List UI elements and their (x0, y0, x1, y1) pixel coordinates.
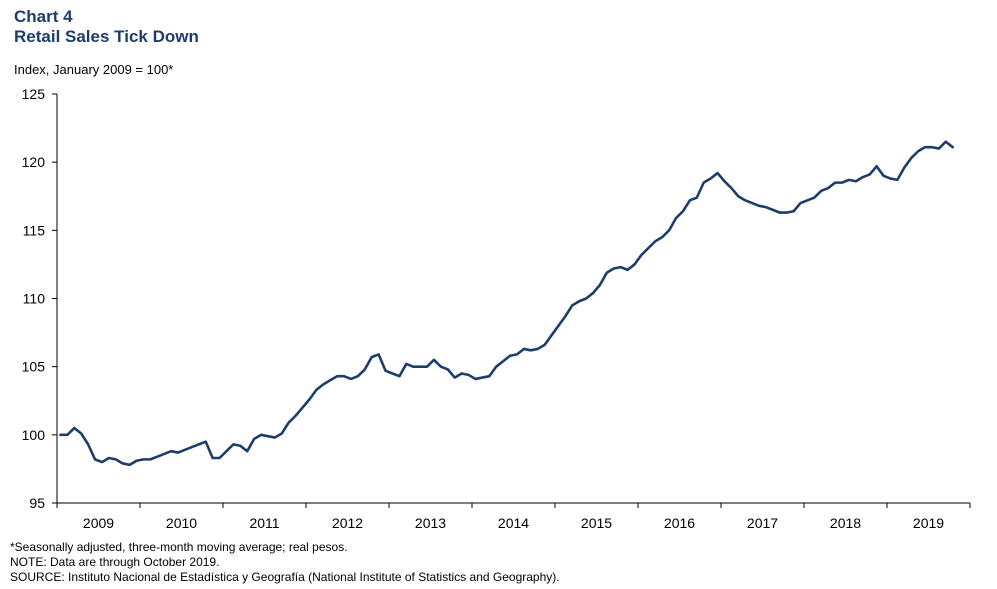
line-chart: 95 100 105 110 115 120 125 2009 2010 2011 2012 201… (22, 86, 971, 531)
y-tick-label: 125 (22, 86, 46, 102)
x-tick-label: 2014 (498, 515, 529, 531)
x-tick-label: 2016 (664, 515, 695, 531)
x-tick-label: 2013 (415, 515, 446, 531)
y-tick-label: 110 (23, 291, 46, 307)
y-axis-label: Index, January 2009 = 100* (14, 62, 174, 77)
y-axis-ticks: 95 100 105 110 115 120 125 (22, 86, 57, 511)
y-tick-label: 95 (29, 495, 45, 511)
y-tick-label: 100 (22, 427, 46, 443)
x-tick-label: 2011 (249, 515, 279, 531)
x-tick-label: 2018 (830, 515, 861, 531)
x-tick-label: 2012 (332, 515, 363, 531)
x-tick-label: 2015 (581, 515, 612, 531)
axes (56, 94, 970, 504)
chart-title: Chart 4 Retail Sales Tick Down (14, 7, 199, 47)
x-tick-label: 2009 (83, 515, 114, 531)
chart-number: Chart 4 (14, 7, 73, 26)
x-axis-ticks: 2009 2010 2011 2012 2013 2014 2015 2016 2017 2018… (56, 503, 971, 531)
x-tick-label: 2010 (166, 515, 197, 531)
footnote-note: NOTE: Data are through October 2019. (10, 555, 220, 569)
series-group (59, 140, 955, 467)
y-tick-label: 115 (23, 222, 46, 238)
chart-subtitle: Retail Sales Tick Down (14, 27, 199, 46)
series-line (59, 140, 955, 467)
x-tick-label: 2017 (747, 515, 778, 531)
y-tick-label: 105 (22, 359, 46, 375)
y-tick-label: 120 (22, 154, 46, 170)
footnote-source: SOURCE: Instituto Nacional de Estadístic… (10, 570, 560, 584)
x-tick-label: 2019 (913, 515, 944, 531)
footnote-seasonal: *Seasonally adjusted, three-month moving… (10, 540, 348, 554)
footnotes: *Seasonally adjusted, three-month moving… (10, 540, 560, 585)
